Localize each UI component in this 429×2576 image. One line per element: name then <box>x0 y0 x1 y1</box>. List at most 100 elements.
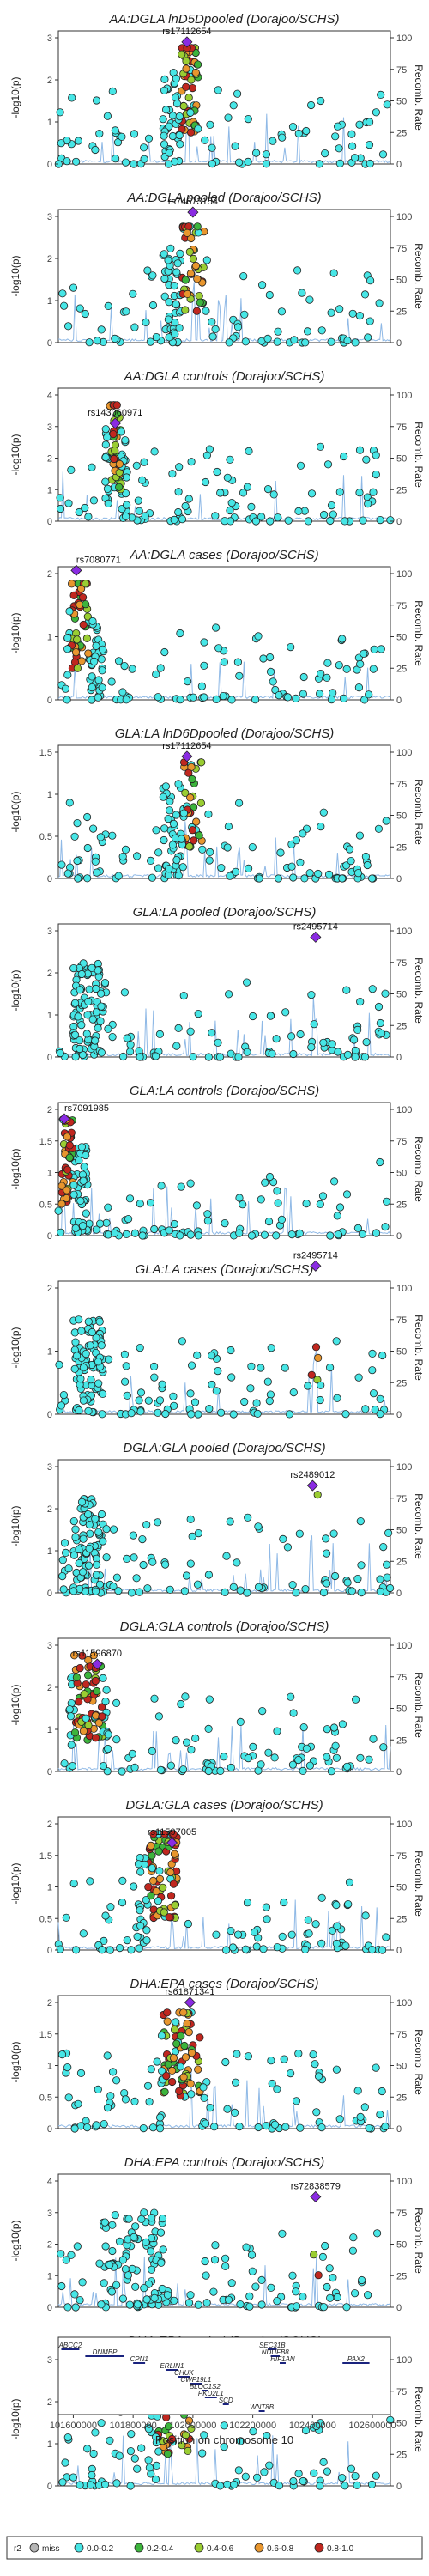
snp-point <box>75 1698 83 1706</box>
snp-point <box>257 2275 266 2284</box>
snp-point <box>115 2237 124 2245</box>
right-axis-label: Recomb. Rate <box>413 422 425 488</box>
snp-point <box>71 1338 80 1346</box>
snp-point <box>323 673 331 682</box>
panel-title: GLA:LA controls (Dorajoo/SCHS) <box>130 1084 319 1098</box>
snp-point <box>160 1830 169 1838</box>
snp-point <box>74 137 82 145</box>
snp-point <box>334 1048 342 1056</box>
snp-point <box>311 1920 320 1929</box>
snp-point <box>284 516 293 525</box>
snp-point <box>382 817 390 825</box>
snp-point <box>323 1753 331 1761</box>
snp-point <box>332 2065 341 2074</box>
snp-point <box>104 499 112 508</box>
snp-point <box>142 2238 150 2246</box>
snp-point <box>82 634 92 643</box>
snp-point <box>115 483 124 491</box>
snp-point <box>118 2294 127 2303</box>
snp-point <box>92 1008 100 1017</box>
snp-point <box>351 338 360 347</box>
snp-point <box>148 873 156 882</box>
snp-point <box>274 874 283 883</box>
snp-point <box>186 793 195 802</box>
snp-point <box>354 1373 363 1382</box>
snp-point <box>215 1053 225 1061</box>
snp-point <box>377 645 385 653</box>
snp-point <box>140 2284 148 2293</box>
snp-point <box>292 2302 301 2311</box>
snp-point <box>326 1231 335 1240</box>
snp-point <box>247 2251 257 2259</box>
snp-point <box>148 2214 156 2222</box>
snp-point <box>292 2287 300 2296</box>
snp-point <box>150 1362 159 1371</box>
y-axis-label: -log10(p) <box>9 1862 21 1904</box>
panel-title: AA:DGLA cases (Dorajoo/SCHS) <box>129 548 318 562</box>
panel-title: GLA:LA lnD6Dpooled (Dorajoo/SCHS) <box>115 726 334 741</box>
snp-point <box>302 1200 311 1208</box>
snp-point <box>62 1548 70 1558</box>
snp-point <box>94 676 103 684</box>
snp-point <box>97 1048 106 1057</box>
snp-point <box>290 336 299 344</box>
snp-point <box>87 1376 95 1384</box>
y-tick-label: 2 <box>47 454 52 465</box>
snp-point <box>208 1352 216 1360</box>
snp-point <box>201 2119 210 2128</box>
snp-point <box>363 860 372 870</box>
snp-point <box>59 1391 69 1400</box>
r-tick-label: 75 <box>396 244 407 254</box>
gene-name: SCD <box>219 2397 233 2404</box>
snp-point <box>221 2057 230 2067</box>
lead-snp-marker <box>166 1837 178 1849</box>
snp-point <box>347 130 356 138</box>
snp-point <box>148 1558 157 1566</box>
snp-point <box>263 334 272 343</box>
y-tick-label: 0.5 <box>39 1200 52 1210</box>
snp-point <box>159 1883 167 1892</box>
right-axis-label: Recomb. Rate <box>413 1850 425 1917</box>
r-tick-label: 100 <box>396 2355 412 2366</box>
panel-title: GLA:LA cases (Dorajoo/SCHS) <box>136 1262 314 1277</box>
y-tick-label: 2 <box>47 1998 52 2008</box>
snp-point <box>128 1749 136 1759</box>
y-tick-label: 0 <box>47 874 52 884</box>
snp-point <box>63 157 71 166</box>
snp-point <box>148 301 158 310</box>
snp-point <box>360 649 368 658</box>
snp-point <box>264 1218 274 1226</box>
r-tick-label: 25 <box>396 2271 407 2281</box>
snp-point <box>144 1396 153 1405</box>
snp-point <box>98 1510 106 1519</box>
snp-point <box>193 275 202 283</box>
y-tick-label: 2 <box>47 254 52 264</box>
snp-point <box>228 1943 238 1952</box>
snp-point <box>103 2104 112 2112</box>
gene-name: WNT8B <box>250 2403 275 2411</box>
snp-point <box>123 501 131 509</box>
snp-point <box>357 1561 366 1570</box>
snp-point <box>257 513 266 521</box>
snp-point <box>198 2449 207 2458</box>
snp-point <box>178 863 187 872</box>
snp-point <box>372 470 380 479</box>
snp-point <box>152 1887 160 1896</box>
snp-point <box>323 1579 331 1588</box>
y-tick-label: 0.5 <box>39 2093 52 2103</box>
snp-point <box>99 1389 107 1399</box>
snp-point <box>223 2480 232 2488</box>
r-tick-label: 100 <box>396 33 412 44</box>
panel-8: DGLA:GLA pooled (Dorajoo/SCHS) rs2489012 0… <box>9 1441 425 1599</box>
snp-point <box>296 1030 305 1039</box>
panel-0: AA:DGLA lnD5Dpooled (Dorajoo/SCHS)rs1711… <box>9 12 425 170</box>
snp-point <box>277 307 286 316</box>
snp-point <box>384 1528 393 1538</box>
snp-point <box>140 458 148 466</box>
snp-point <box>220 1753 228 1761</box>
snp-point <box>65 799 74 807</box>
snp-point <box>76 2481 84 2489</box>
y-tick-label: 2 <box>47 1504 52 1515</box>
snp-point <box>97 1341 106 1350</box>
snp-point <box>170 1219 178 1229</box>
